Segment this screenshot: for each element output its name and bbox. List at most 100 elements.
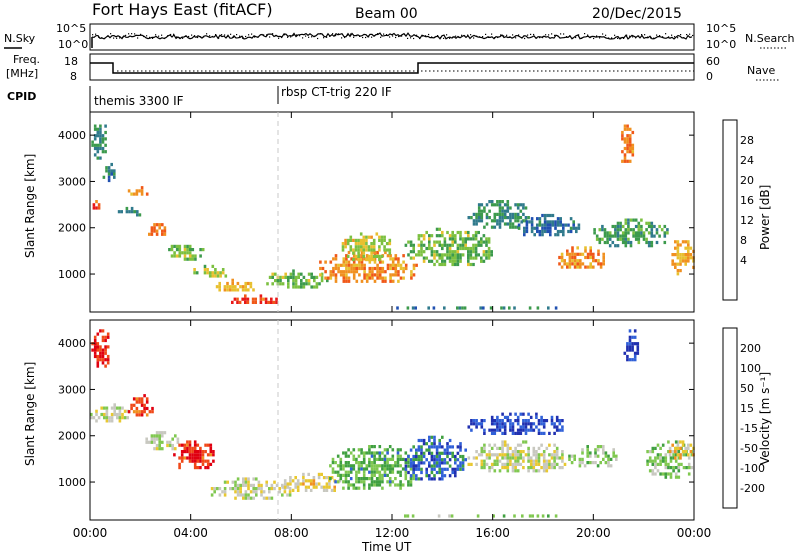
data-cell bbox=[556, 223, 560, 227]
data-cell bbox=[104, 124, 107, 128]
data-cell bbox=[173, 251, 176, 255]
data-cell bbox=[386, 457, 389, 461]
data-cell bbox=[319, 266, 322, 271]
data-cell bbox=[542, 419, 546, 423]
data-cell bbox=[289, 479, 292, 483]
data-cell bbox=[627, 240, 630, 245]
data-cell bbox=[461, 306, 464, 310]
nsky-point bbox=[635, 37, 637, 39]
data-cell bbox=[493, 219, 497, 223]
data-cell bbox=[467, 462, 471, 466]
nsky-point bbox=[425, 35, 427, 37]
data-cell bbox=[417, 445, 421, 449]
data-cell bbox=[433, 442, 436, 446]
data-cell bbox=[407, 480, 410, 484]
data-cell bbox=[422, 442, 426, 446]
data-cell bbox=[259, 300, 263, 304]
data-cell bbox=[448, 438, 452, 443]
data-cell bbox=[509, 212, 512, 216]
nsky-point bbox=[626, 34, 628, 36]
data-cell bbox=[433, 243, 436, 247]
data-cell bbox=[522, 412, 525, 416]
data-cell bbox=[126, 409, 129, 413]
data-cell bbox=[249, 483, 253, 487]
data-cell bbox=[506, 466, 510, 470]
nsky-point bbox=[188, 35, 190, 38]
data-cell bbox=[511, 222, 515, 226]
data-cell bbox=[576, 259, 579, 263]
data-cell bbox=[529, 425, 533, 429]
data-cell bbox=[265, 496, 268, 500]
data-cell bbox=[493, 212, 497, 216]
data-cell bbox=[145, 192, 149, 196]
data-cell bbox=[241, 297, 244, 301]
data-cell bbox=[97, 206, 101, 210]
data-cell bbox=[381, 467, 384, 471]
data-cell bbox=[116, 406, 119, 410]
data-cell bbox=[433, 474, 436, 478]
data-cell bbox=[677, 450, 681, 454]
data-cell bbox=[584, 255, 587, 260]
data-cell bbox=[589, 262, 592, 266]
data-cell bbox=[566, 252, 569, 256]
data-cell bbox=[488, 443, 491, 447]
data-cell bbox=[664, 466, 668, 470]
data-cell bbox=[506, 450, 510, 454]
data-cell bbox=[676, 446, 680, 450]
data-cell bbox=[647, 240, 651, 245]
data-cell bbox=[637, 234, 641, 238]
nsky-point bbox=[212, 35, 214, 38]
data-cell bbox=[482, 259, 486, 263]
nsky-point bbox=[542, 37, 544, 39]
data-cell bbox=[402, 270, 405, 274]
data-cell bbox=[430, 451, 434, 455]
data-cell bbox=[451, 451, 454, 455]
data-cell bbox=[273, 480, 276, 484]
data-cell bbox=[459, 467, 462, 471]
data-cell bbox=[275, 297, 278, 301]
data-cell bbox=[331, 457, 335, 461]
nsearch-tick-bottom: 10^0 bbox=[706, 38, 736, 51]
data-cell bbox=[394, 477, 397, 481]
data-cell bbox=[516, 462, 520, 466]
data-cell bbox=[589, 451, 592, 455]
data-cell bbox=[388, 477, 392, 481]
data-cell bbox=[365, 235, 368, 239]
data-cell bbox=[376, 263, 379, 267]
data-cell bbox=[472, 222, 476, 226]
data-cell bbox=[511, 453, 515, 457]
data-cell bbox=[448, 256, 452, 260]
data-cell bbox=[417, 464, 421, 468]
data-cell bbox=[188, 248, 192, 252]
data-cell bbox=[446, 454, 449, 459]
data-cell bbox=[339, 464, 343, 468]
data-cell bbox=[483, 419, 486, 423]
nsky-point bbox=[545, 34, 547, 36]
data-cell bbox=[347, 473, 350, 477]
data-cell bbox=[677, 469, 681, 473]
data-cell bbox=[516, 203, 520, 207]
cpid-label: CPID bbox=[7, 90, 36, 103]
data-cell bbox=[93, 127, 97, 131]
data-cell bbox=[687, 240, 690, 244]
data-cell bbox=[454, 237, 457, 241]
data-cell bbox=[265, 480, 268, 484]
data-cell bbox=[633, 342, 637, 346]
data-cell bbox=[548, 466, 551, 470]
data-cell bbox=[168, 440, 172, 444]
data-cell bbox=[621, 231, 625, 235]
data-cell bbox=[107, 178, 111, 183]
data-cell bbox=[446, 461, 449, 465]
data-cell bbox=[355, 486, 358, 490]
nsky-point bbox=[356, 35, 358, 37]
data-cell bbox=[684, 450, 687, 454]
data-cell bbox=[681, 253, 685, 257]
data-cell bbox=[420, 454, 423, 459]
data-cell bbox=[193, 466, 197, 470]
data-cell bbox=[438, 438, 441, 443]
data-cell bbox=[647, 224, 651, 229]
data-cell bbox=[244, 477, 248, 481]
data-cell bbox=[342, 473, 345, 477]
data-cell bbox=[527, 446, 530, 450]
data-cell bbox=[402, 266, 405, 271]
